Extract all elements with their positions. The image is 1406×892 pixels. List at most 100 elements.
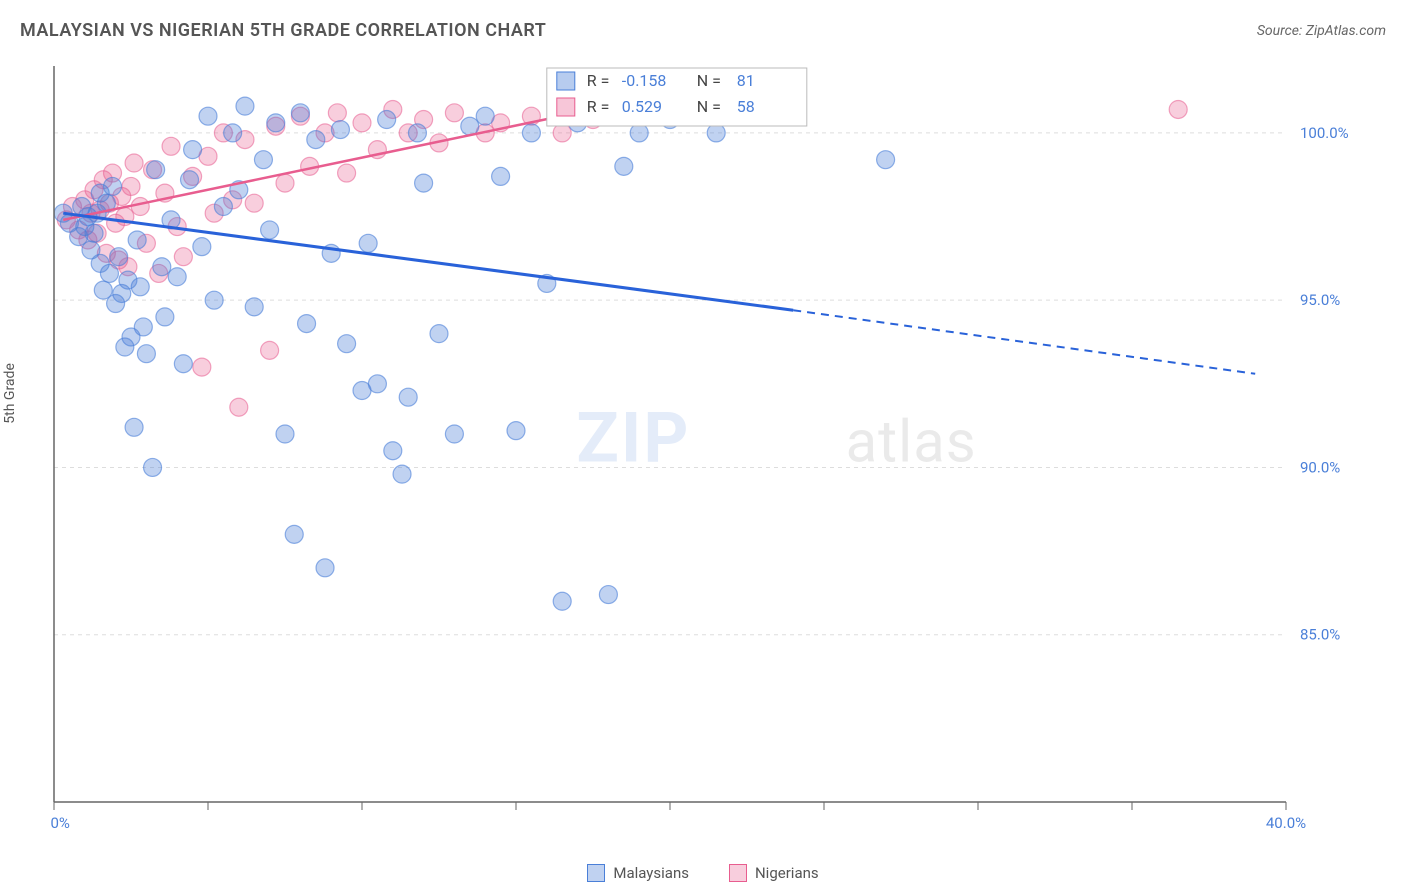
data-point-nigerian — [276, 174, 294, 192]
chart-title: MALAYSIAN VS NIGERIAN 5TH GRADE CORRELAT… — [20, 20, 546, 41]
data-point-malaysian — [522, 124, 540, 142]
data-point-malaysian — [267, 114, 285, 132]
data-point-malaysian — [137, 345, 155, 363]
data-point-nigerian — [328, 104, 346, 122]
data-point-malaysian — [181, 171, 199, 189]
data-point-nigerian — [261, 341, 279, 359]
data-point-malaysian — [147, 161, 165, 179]
data-point-malaysian — [331, 121, 349, 139]
watermark-zip: ZIP — [576, 397, 690, 479]
stats-legend-r-label: R = — [587, 71, 610, 90]
data-point-malaysian — [430, 325, 448, 343]
data-point-malaysian — [507, 422, 525, 440]
data-point-malaysian — [415, 174, 433, 192]
stats-legend-n-label: N = — [697, 97, 721, 116]
data-point-malaysian — [630, 124, 648, 142]
data-point-malaysian — [205, 291, 223, 309]
data-point-malaysian — [199, 107, 217, 125]
data-point-nigerian — [174, 248, 192, 266]
data-point-malaysian — [85, 224, 103, 242]
data-point-nigerian — [193, 358, 211, 376]
y-tick-label: 85.0% — [1300, 626, 1340, 644]
data-point-nigerian — [245, 194, 263, 212]
data-point-nigerian — [131, 198, 149, 216]
data-point-malaysian — [707, 124, 725, 142]
data-point-malaysian — [168, 268, 186, 286]
data-point-malaysian — [245, 298, 263, 316]
data-point-malaysian — [184, 141, 202, 159]
data-point-malaysian — [104, 177, 122, 195]
x-tick-label: 0.0% — [50, 814, 70, 832]
data-point-malaysian — [131, 278, 149, 296]
data-point-malaysian — [461, 117, 479, 135]
stats-legend-n-value: 58 — [737, 97, 755, 116]
trendline-malaysian — [63, 213, 793, 310]
data-point-malaysian — [307, 131, 325, 149]
stats-legend-r-value: 0.529 — [622, 97, 662, 116]
data-point-nigerian — [553, 124, 571, 142]
stats-legend-box — [547, 68, 807, 126]
chart-source: Source: ZipAtlas.com — [1257, 23, 1386, 39]
data-point-malaysian — [193, 238, 211, 256]
y-axis-label: 5th Grade — [2, 363, 18, 424]
legend-item-malaysians: Malaysians — [587, 864, 689, 882]
data-point-malaysian — [359, 234, 377, 252]
data-point-malaysian — [408, 124, 426, 142]
y-tick-label: 95.0% — [1300, 291, 1340, 309]
data-point-malaysian — [100, 264, 118, 282]
data-point-nigerian — [338, 164, 356, 182]
data-point-malaysian — [261, 221, 279, 239]
data-point-nigerian — [162, 137, 180, 155]
legend-swatch-malaysians — [587, 864, 605, 882]
data-point-malaysian — [224, 124, 242, 142]
data-point-nigerian — [230, 398, 248, 416]
data-point-malaysian — [615, 157, 633, 175]
y-tick-label: 90.0% — [1300, 458, 1340, 476]
data-point-nigerian — [1169, 100, 1187, 118]
data-point-malaysian — [236, 97, 254, 115]
stats-legend-n-value: 81 — [737, 71, 755, 90]
data-point-malaysian — [399, 388, 417, 406]
data-point-malaysian — [476, 107, 494, 125]
data-point-malaysian — [276, 425, 294, 443]
trendline-malaysian-extrapolated — [793, 310, 1255, 374]
bottom-legend: Malaysians Nigerians — [0, 864, 1406, 882]
data-point-malaysian — [393, 465, 411, 483]
data-point-malaysian — [110, 248, 128, 266]
data-point-malaysian — [599, 586, 617, 604]
data-point-malaysian — [368, 375, 386, 393]
data-point-malaysian — [174, 355, 192, 373]
chart-header: MALAYSIAN VS NIGERIAN 5TH GRADE CORRELAT… — [20, 20, 1386, 41]
data-point-malaysian — [553, 592, 571, 610]
data-point-malaysian — [492, 167, 510, 185]
stats-legend-swatch — [557, 98, 575, 116]
data-point-malaysian — [338, 335, 356, 353]
data-point-malaysian — [144, 458, 162, 476]
data-point-malaysian — [291, 104, 309, 122]
stats-legend-r-value: -0.158 — [622, 71, 667, 90]
data-point-malaysian — [285, 525, 303, 543]
stats-legend-swatch — [557, 72, 575, 90]
data-point-malaysian — [316, 559, 334, 577]
data-point-nigerian — [353, 114, 371, 132]
data-point-nigerian — [445, 104, 463, 122]
data-point-nigerian — [125, 154, 143, 172]
legend-swatch-nigerians — [729, 864, 747, 882]
data-point-malaysian — [125, 418, 143, 436]
x-tick-label: 40.0% — [1266, 814, 1306, 832]
data-point-malaysian — [378, 111, 396, 129]
data-point-nigerian — [122, 177, 140, 195]
data-point-malaysian — [384, 442, 402, 460]
data-point-malaysian — [128, 231, 146, 249]
scatter-plot: 85.0% 90.0% 95.0% 100.0% ZIP atlas 0.0% 40.0% R … — [50, 60, 1376, 832]
watermark-atlas: atlas — [846, 408, 977, 476]
data-point-malaysian — [156, 308, 174, 326]
stats-legend-n-label: N = — [697, 71, 721, 90]
legend-label-nigerians: Nigerians — [755, 864, 819, 882]
data-point-malaysian — [134, 318, 152, 336]
data-point-malaysian — [445, 425, 463, 443]
data-point-malaysian — [298, 315, 316, 333]
data-point-malaysian — [153, 258, 171, 276]
y-tick-label: 100.0% — [1300, 124, 1349, 142]
data-point-malaysian — [214, 198, 232, 216]
